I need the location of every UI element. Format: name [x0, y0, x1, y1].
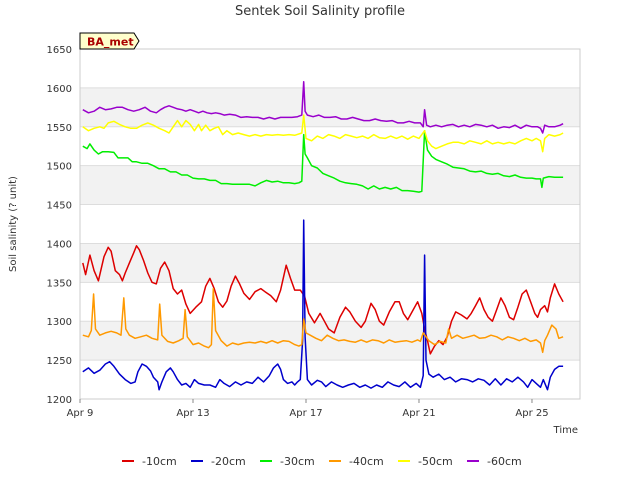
legend-label: -40cm [349, 455, 384, 468]
y-axis: 1200 1250 1300 1350 1400 1450 1500 1550 1600 1650 [47, 45, 72, 406]
x-tick-label: Apr 13 [176, 408, 209, 419]
legend-label: -10cm [142, 455, 177, 468]
legend-label: -30cm [280, 455, 315, 468]
y-tick-label: 1600 [47, 84, 72, 95]
y-tick-label: 1200 [47, 395, 72, 406]
series-line-10cm [82, 245, 564, 355]
x-tick-label: Apr 17 [289, 408, 322, 419]
background-band [80, 87, 580, 127]
station-label-badge: BA_met [79, 32, 140, 50]
y-tick-label: 1300 [47, 317, 72, 328]
x-tick-label: Apr 25 [515, 408, 548, 419]
series-line-30cm [82, 129, 564, 193]
y-tick-label: 1400 [47, 239, 72, 250]
series-line-40cm [82, 287, 564, 354]
y-tick-label: 1350 [47, 278, 72, 289]
y-tick-label: 1450 [47, 201, 72, 212]
plot-frame [79, 48, 581, 400]
x-axis-label: Time [553, 425, 578, 436]
y-axis-label: Soil salinity (? unit) [8, 176, 19, 272]
legend: -10cm -20cm -30cm -40cm -50cm -60cm [122, 455, 522, 468]
x-tick-label: Apr 21 [402, 408, 435, 419]
series-lines [82, 80, 564, 391]
background-band [80, 243, 580, 283]
legend-label: -50cm [418, 455, 453, 468]
legend-label: -20cm [211, 455, 246, 468]
y-tick-label: 1500 [47, 162, 72, 173]
legend-label: -60cm [487, 455, 522, 468]
station-label-text: BA_met [87, 36, 134, 49]
y-tick-label: 1550 [47, 123, 72, 134]
x-axis: Apr 9 Apr 13 Apr 17 Apr 21 Apr 25 [67, 399, 549, 419]
chart-title: Sentek Soil Salinity profile [235, 4, 405, 19]
background-band [80, 321, 580, 361]
x-tick-label: Apr 9 [67, 408, 94, 419]
background-band [80, 165, 580, 205]
y-tick-label: 1250 [47, 356, 72, 367]
plot-background-bands [80, 87, 580, 361]
series-line-60cm [82, 80, 564, 134]
station-label-box [79, 32, 140, 50]
y-tick-label: 1650 [47, 45, 72, 56]
series-line-50cm [82, 114, 564, 153]
series-line-20cm [82, 219, 564, 391]
